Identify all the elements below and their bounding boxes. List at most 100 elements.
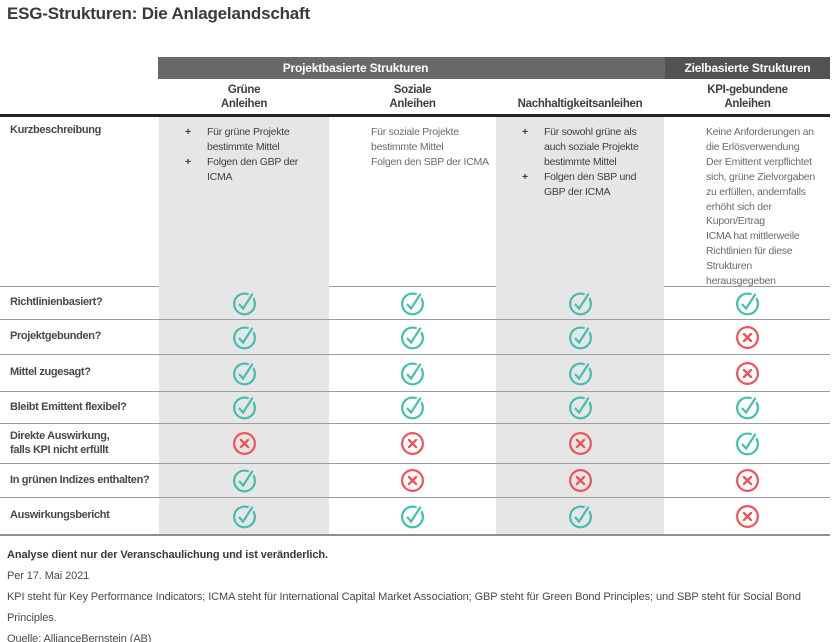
matrix-cell bbox=[330, 464, 495, 497]
matrix-cell bbox=[495, 355, 665, 391]
matrix-cell bbox=[158, 392, 330, 423]
description-cell-2: + Für sowohl grüne als auch soziale Proje… bbox=[495, 117, 665, 295]
matrix-cell bbox=[330, 320, 495, 354]
matrix-row-3: Bleibt Emittent flexibel? bbox=[0, 391, 830, 423]
matrix-row-5: In grünen Indizes enthalten? bbox=[0, 463, 830, 497]
check-icon bbox=[736, 395, 759, 420]
matrix-cell bbox=[158, 424, 330, 463]
matrix-cell bbox=[330, 424, 495, 463]
matrix-cell bbox=[158, 355, 330, 391]
matrix-cell bbox=[158, 320, 330, 354]
footnote-disclaimer: Analyse dient nur der Veranschaulichung … bbox=[7, 549, 328, 561]
check-icon bbox=[232, 395, 256, 420]
cross-icon bbox=[568, 469, 592, 492]
row-label: Mittel zugesagt? bbox=[10, 366, 91, 379]
column-header-1: Soziale Anleihen bbox=[389, 83, 436, 110]
row-label: Richtlinienbasiert? bbox=[10, 296, 103, 309]
row-label: In grünen Indizes enthalten? bbox=[10, 473, 150, 486]
row-label: Auswirkungsbericht bbox=[10, 509, 110, 522]
matrix-cell bbox=[665, 424, 830, 463]
check-icon bbox=[232, 468, 256, 493]
matrix-cell bbox=[495, 464, 665, 497]
footnotes: Analyse dient nur der Veranschaulichung … bbox=[7, 545, 829, 642]
check-icon bbox=[232, 291, 256, 315]
matrix-cell bbox=[158, 464, 330, 497]
check-icon bbox=[568, 325, 592, 349]
column-header-2: Nachhaltigkeitsanleihen bbox=[517, 97, 643, 110]
matrix-row-4: Direkte Auswirkung, falls KPI nicht erfü… bbox=[0, 423, 830, 463]
esg-table: Projektbasierte Strukturen Zielbasierte … bbox=[0, 57, 830, 536]
column-header-0: Grüne Anleihen bbox=[220, 83, 268, 110]
group-header-target-based: Zielbasierte Strukturen bbox=[665, 57, 830, 79]
bullet-item: + Folgen den GBP der ICMA bbox=[185, 155, 299, 183]
group-header-target-label: Zielbasierte Strukturen bbox=[684, 61, 811, 75]
matrix-cell bbox=[665, 320, 830, 354]
cross-icon bbox=[736, 504, 759, 528]
check-icon bbox=[401, 504, 424, 528]
check-icon bbox=[401, 291, 424, 315]
matrix-cell bbox=[158, 287, 330, 319]
table-bottom-rule bbox=[0, 534, 830, 536]
matrix-cell bbox=[495, 498, 665, 534]
check-icon bbox=[736, 431, 759, 456]
cross-icon bbox=[736, 361, 759, 385]
row-label-description: Kurzbeschreibung bbox=[10, 124, 101, 136]
check-icon bbox=[568, 395, 592, 420]
plus-bullet-icon bbox=[357, 155, 371, 170]
check-icon bbox=[401, 395, 424, 420]
bullet-item: Der Emittent verpflichtet sich, grüne Zi… bbox=[692, 155, 824, 230]
description-row: Kurzbeschreibung + Für grüne Projekte bes… bbox=[0, 117, 830, 295]
description-cell-1: Für soziale Projekte bestimmte Mittel Fol… bbox=[330, 117, 495, 295]
row-label: Bleibt Emittent flexibel? bbox=[10, 400, 127, 413]
bullet-item: + Folgen den SBP und GBP der ICMA bbox=[522, 170, 637, 198]
check-icon bbox=[568, 361, 592, 385]
cross-icon bbox=[736, 325, 759, 349]
check-icon bbox=[736, 291, 759, 315]
column-header-3: KPI-gebundene Anleihen bbox=[707, 83, 788, 110]
plus-bullet-icon bbox=[692, 125, 706, 155]
matrix-row-1: Projektgebunden? bbox=[0, 319, 830, 354]
matrix-row-6: Auswirkungsbericht bbox=[0, 497, 830, 534]
matrix-cell bbox=[665, 392, 830, 423]
check-icon bbox=[401, 361, 424, 385]
bullet-item: Folgen den SBP der ICMA bbox=[357, 155, 489, 170]
plus-bullet-icon bbox=[357, 125, 371, 155]
plus-bullet-icon: + bbox=[185, 126, 191, 138]
cross-icon bbox=[401, 432, 424, 455]
check-icon bbox=[232, 361, 256, 385]
cross-icon bbox=[401, 469, 424, 492]
matrix-cell bbox=[495, 320, 665, 354]
column-header-row: Grüne Anleihen Soziale Anleihen Nachhaltigke… bbox=[0, 79, 830, 114]
matrix-cell bbox=[330, 392, 495, 423]
plus-bullet-icon: + bbox=[522, 170, 528, 183]
check-icon bbox=[568, 504, 592, 528]
plus-bullet-icon: + bbox=[185, 155, 191, 168]
bullet-item: Keine Anforderungen an die Erlösverwendu… bbox=[692, 125, 824, 155]
matrix-cell bbox=[330, 287, 495, 319]
header-divider-rule bbox=[0, 114, 830, 117]
bullet-item: ICMA hat mittlerweile Richtlinien für di… bbox=[692, 229, 824, 289]
group-header-project-label: Projektbasierte Strukturen bbox=[282, 61, 429, 75]
matrix-cell bbox=[665, 355, 830, 391]
plus-bullet-icon bbox=[692, 229, 706, 289]
bullet-item: + Für sowohl grüne als auch soziale Proje… bbox=[522, 126, 639, 168]
plus-bullet-icon: + bbox=[522, 126, 528, 138]
group-header-project-based: Projektbasierte Strukturen bbox=[158, 57, 665, 79]
footnote-as-of-date: Per 17. Mai 2021 bbox=[7, 570, 90, 582]
bullet-item: + Für grüne Projekte bestimmte Mittel bbox=[185, 126, 290, 153]
matrix-cell bbox=[665, 287, 830, 319]
comparison-matrix: Richtlinienbasiert? Projektgebunden? Mitte… bbox=[0, 286, 830, 534]
check-icon bbox=[232, 325, 256, 349]
matrix-cell bbox=[158, 498, 330, 534]
cross-icon bbox=[736, 469, 759, 492]
cross-icon bbox=[568, 432, 592, 455]
matrix-row-0: Richtlinienbasiert? bbox=[0, 286, 830, 319]
column-header-spacer bbox=[0, 79, 158, 114]
matrix-cell bbox=[330, 498, 495, 534]
matrix-row-2: Mittel zugesagt? bbox=[0, 354, 830, 391]
matrix-cell bbox=[330, 355, 495, 391]
matrix-cell bbox=[495, 424, 665, 463]
matrix-cell bbox=[495, 287, 665, 319]
matrix-cell bbox=[665, 464, 830, 497]
